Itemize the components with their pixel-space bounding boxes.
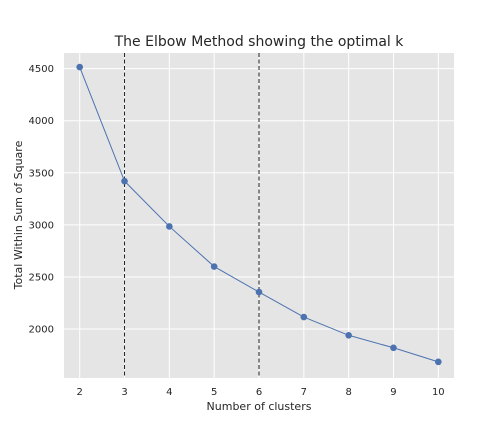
chart-title: The Elbow Method showing the optimal k — [114, 34, 405, 50]
x-tick-label: 7 — [301, 387, 307, 398]
y-tick-label: 2500 — [29, 272, 54, 283]
data-point — [255, 288, 263, 296]
y-axis-label: Total Within Sum of Square — [12, 140, 25, 290]
data-point — [210, 263, 218, 270]
x-tick-label: 4 — [166, 387, 172, 398]
x-tick-label: 3 — [121, 387, 127, 398]
x-tick-label: 10 — [432, 387, 445, 398]
y-tick-label: 4000 — [29, 116, 54, 127]
data-point — [166, 223, 173, 230]
data-point — [121, 177, 128, 185]
x-tick-label: 8 — [345, 387, 351, 398]
x-tick-label: 9 — [390, 387, 396, 398]
x-tick-label: 2 — [77, 387, 83, 398]
y-tick-label: 3000 — [29, 220, 54, 231]
data-point — [435, 358, 442, 366]
data-point — [345, 331, 352, 339]
y-tick-label: 4500 — [29, 64, 54, 75]
series-layer — [76, 63, 442, 366]
x-tick-label: 6 — [256, 387, 262, 398]
y-tick-label: 2000 — [29, 325, 54, 336]
data-point — [76, 63, 83, 71]
tick-labels: 2 3 4 5 6 7 8 9 10 2000 2500 3000 3500 4000 4500 — [29, 64, 445, 398]
data-point — [300, 313, 308, 321]
data-point — [390, 344, 397, 352]
x-tick-label: 5 — [211, 387, 217, 398]
y-tick-label: 3500 — [29, 168, 54, 179]
x-axis-label: Number of clusters — [207, 400, 312, 413]
reference-lines — [124, 53, 260, 378]
